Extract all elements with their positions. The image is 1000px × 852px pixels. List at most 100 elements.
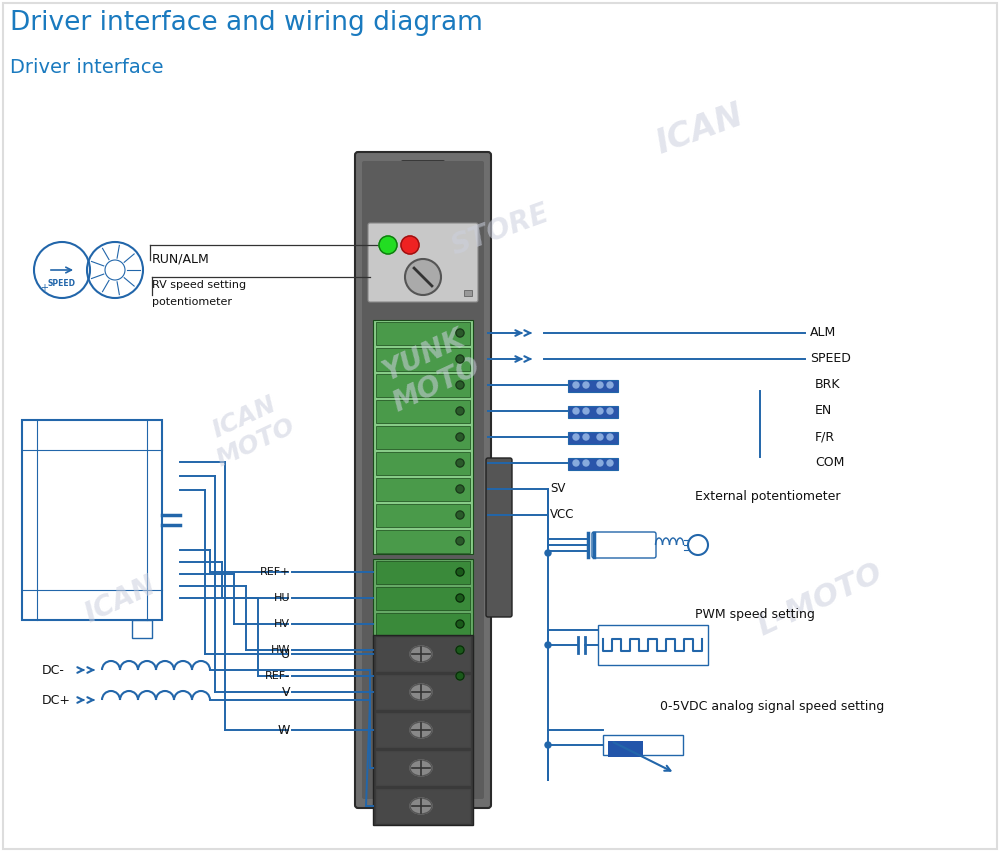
Bar — [376, 613, 470, 636]
Circle shape — [456, 407, 464, 415]
Bar — [376, 452, 470, 475]
Bar — [568, 406, 618, 418]
Ellipse shape — [410, 760, 432, 776]
Circle shape — [597, 408, 603, 414]
FancyBboxPatch shape — [401, 161, 445, 193]
FancyBboxPatch shape — [362, 161, 484, 799]
Text: External potentiometer: External potentiometer — [695, 490, 840, 503]
Circle shape — [573, 382, 579, 388]
Bar — [376, 587, 470, 610]
Ellipse shape — [410, 722, 432, 738]
FancyBboxPatch shape — [401, 777, 445, 805]
Circle shape — [456, 620, 464, 628]
Circle shape — [597, 460, 603, 466]
Text: BRK: BRK — [815, 378, 840, 392]
Circle shape — [597, 382, 603, 388]
Bar — [376, 639, 470, 662]
Bar — [376, 637, 470, 671]
Circle shape — [573, 434, 579, 440]
Bar — [376, 322, 470, 345]
Bar — [608, 741, 643, 757]
Circle shape — [456, 537, 464, 545]
Circle shape — [583, 382, 589, 388]
Bar — [598, 625, 708, 665]
Circle shape — [597, 434, 603, 440]
Text: ALM: ALM — [810, 326, 836, 339]
Text: +: + — [40, 283, 48, 293]
Bar — [376, 713, 470, 747]
Text: ICAN: ICAN — [80, 572, 160, 629]
Text: Driver interface: Driver interface — [10, 58, 164, 77]
Bar — [376, 400, 470, 423]
Circle shape — [456, 594, 464, 602]
Circle shape — [607, 408, 613, 414]
Bar — [568, 458, 618, 470]
Text: SV: SV — [550, 482, 565, 496]
Text: YUNK
MOTO: YUNK MOTO — [375, 323, 485, 417]
Bar — [373, 559, 473, 689]
Text: REF-: REF- — [265, 671, 290, 681]
Bar — [373, 320, 473, 554]
Text: VCC: VCC — [550, 509, 574, 521]
Bar — [373, 635, 473, 825]
Circle shape — [456, 459, 464, 467]
Bar — [376, 374, 470, 397]
Text: DC+: DC+ — [42, 694, 71, 706]
Circle shape — [573, 460, 579, 466]
Circle shape — [456, 568, 464, 576]
Circle shape — [545, 642, 551, 648]
Circle shape — [456, 511, 464, 519]
Circle shape — [401, 236, 419, 254]
Text: STORE: STORE — [447, 199, 553, 261]
Circle shape — [545, 742, 551, 748]
Bar — [376, 675, 470, 709]
Bar — [464, 290, 472, 296]
Text: HV: HV — [274, 619, 290, 629]
Bar — [376, 478, 470, 501]
Circle shape — [456, 646, 464, 654]
Ellipse shape — [410, 646, 432, 662]
Bar — [568, 380, 618, 392]
Bar — [376, 426, 470, 449]
Circle shape — [545, 550, 551, 556]
FancyBboxPatch shape — [368, 223, 478, 302]
Circle shape — [607, 382, 613, 388]
Text: W: W — [278, 723, 290, 736]
Bar — [132, 620, 152, 638]
Bar — [376, 751, 470, 785]
Bar — [376, 530, 470, 553]
Text: PWM speed setting: PWM speed setting — [695, 608, 815, 621]
Circle shape — [456, 485, 464, 493]
Circle shape — [583, 460, 589, 466]
Text: 0-5VDC analog signal speed setting: 0-5VDC analog signal speed setting — [660, 700, 884, 713]
Circle shape — [405, 259, 441, 295]
FancyBboxPatch shape — [355, 152, 491, 808]
Text: RUN/ALM: RUN/ALM — [152, 252, 210, 265]
Circle shape — [456, 329, 464, 337]
Bar — [376, 789, 470, 823]
Text: SPEED: SPEED — [810, 353, 851, 366]
Bar — [376, 665, 470, 688]
Text: V: V — [282, 686, 290, 699]
Text: HU: HU — [274, 593, 290, 603]
Bar — [376, 504, 470, 527]
Circle shape — [607, 460, 613, 466]
Circle shape — [456, 433, 464, 441]
Text: ICAN: ICAN — [652, 99, 748, 161]
Circle shape — [456, 381, 464, 389]
Text: L-MOTO: L-MOTO — [753, 558, 887, 642]
Circle shape — [379, 236, 397, 254]
FancyBboxPatch shape — [486, 458, 512, 617]
Circle shape — [456, 355, 464, 363]
Text: REF+: REF+ — [260, 567, 290, 577]
Text: RV speed setting: RV speed setting — [152, 280, 246, 290]
Circle shape — [573, 408, 579, 414]
Ellipse shape — [410, 798, 432, 814]
Text: EN: EN — [815, 405, 832, 417]
Bar — [22, 420, 162, 620]
Text: SPEED: SPEED — [48, 279, 76, 289]
Bar — [568, 432, 618, 444]
Circle shape — [456, 672, 464, 680]
Ellipse shape — [410, 684, 432, 700]
Text: potentiometer: potentiometer — [152, 297, 232, 307]
